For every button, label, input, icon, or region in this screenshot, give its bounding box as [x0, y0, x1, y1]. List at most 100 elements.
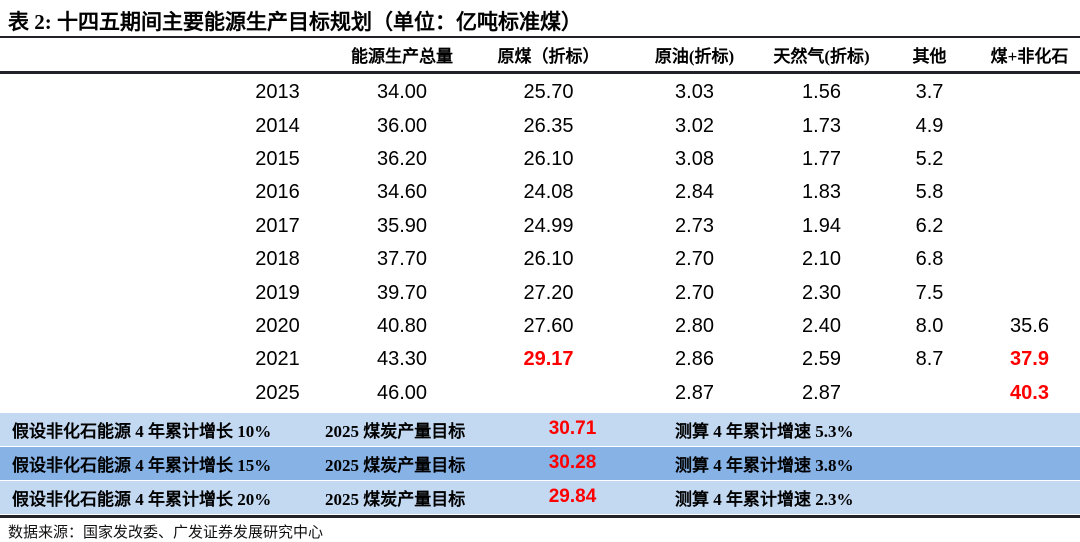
value-cell: 40.3 — [1010, 381, 1049, 404]
target-label: 2025 煤炭产量目标 — [325, 489, 466, 509]
value-cell: 37.9 — [1010, 348, 1049, 371]
value-cell: 39.70 — [376, 281, 428, 304]
value-cell: 2.73 — [675, 214, 714, 237]
value-cell: 2.40 — [802, 314, 841, 337]
year-cell: 2020 — [255, 314, 300, 337]
column-header-total-energy: 能源生产总量 — [351, 47, 453, 66]
value-cell: 35.90 — [376, 214, 428, 237]
year-cell: 2015 — [255, 147, 300, 170]
column-header-coal-plus-nonfossil: 煤+非化石 — [990, 47, 1069, 66]
value-cell: 43.30 — [376, 348, 428, 371]
value-cell: 2.10 — [802, 248, 841, 271]
table-title: 表 2: 十四五期间主要能源生产目标规划（单位：亿吨标准煤） — [8, 10, 582, 34]
value-cell: 27.60 — [523, 314, 574, 337]
scenario-row: 假设非化石能源 4 年累计增长 10% 2025 煤炭产量目标 30.71 测算 4 … — [0, 413, 1080, 446]
table-row: 2017 35.90 24.99 2.73 1.94 6.2 — [0, 210, 1080, 243]
divider-under-title — [0, 36, 1080, 38]
scenario-row: 假设非化石能源 4 年累计增长 15% 2025 煤炭产量目标 30.28 测算 4 … — [0, 447, 1080, 480]
value-cell: 26.10 — [523, 248, 574, 271]
coal-target-value: 30.71 — [548, 418, 597, 440]
column-header-raw-coal: 原煤（折标） — [497, 47, 600, 66]
value-cell: 36.20 — [376, 147, 428, 170]
value-cell: 25.70 — [523, 81, 574, 104]
column-header-natural-gas: 天然气(折标) — [773, 47, 870, 66]
year-cell: 2017 — [255, 214, 300, 237]
table-row: 2025 46.00 2.87 2.87 40.3 — [0, 377, 1080, 410]
value-cell: 2.80 — [675, 314, 714, 337]
value-cell: 1.83 — [802, 181, 841, 204]
table-row: 2015 36.20 26.10 3.08 1.77 5.2 — [0, 143, 1080, 176]
value-cell: 40.80 — [376, 314, 428, 337]
value-cell: 1.77 — [802, 147, 841, 170]
table-body: 2013 34.00 25.70 3.03 1.56 3.7 2014 36.00 26.35 3… — [0, 76, 1080, 410]
value-cell: 6.8 — [915, 248, 944, 271]
growth-rate-label: 测算 4 年累计增速 5.3% — [675, 421, 854, 441]
value-cell: 2.86 — [675, 348, 714, 371]
scenario-row: 假设非化石能源 4 年累计增长 20% 2025 煤炭产量目标 29.84 测算 4 … — [0, 481, 1080, 514]
year-cell: 2016 — [255, 181, 300, 204]
value-cell: 8.0 — [915, 314, 944, 337]
scenario-rows: 假设非化石能源 4 年累计增长 10% 2025 煤炭产量目标 30.71 测算 4 … — [0, 413, 1080, 515]
assumption-label: 假设非化石能源 4 年累计增长 20% — [12, 489, 272, 509]
year-cell: 2013 — [255, 81, 300, 104]
divider-under-header — [0, 71, 1080, 74]
value-cell: 2.30 — [802, 281, 841, 304]
value-cell: 36.00 — [376, 114, 428, 137]
year-cell: 2025 — [255, 381, 300, 404]
value-cell: 5.2 — [915, 147, 944, 170]
table-row: 2018 37.70 26.10 2.70 2.10 6.8 — [0, 243, 1080, 276]
table-row: 2014 36.00 26.35 3.02 1.73 4.9 — [0, 109, 1080, 142]
divider-bottom — [0, 515, 1080, 518]
year-cell: 2021 — [255, 348, 300, 371]
data-source: 数据来源：国家发改委、广发证券发展研究中心 — [8, 525, 324, 541]
value-cell: 26.35 — [523, 114, 574, 137]
value-cell: 5.8 — [915, 181, 944, 204]
value-cell: 35.6 — [1010, 314, 1049, 337]
value-cell: 3.08 — [675, 147, 714, 170]
value-cell: 8.7 — [915, 348, 944, 371]
table-row: 2019 39.70 27.20 2.70 2.30 7.5 — [0, 276, 1080, 309]
value-cell: 2.59 — [802, 348, 841, 371]
value-cell: 24.99 — [523, 214, 574, 237]
value-cell: 27.20 — [523, 281, 574, 304]
value-cell: 4.9 — [915, 114, 944, 137]
year-cell: 2019 — [255, 281, 300, 304]
value-cell: 3.7 — [915, 81, 944, 104]
coal-target-value: 29.84 — [548, 486, 597, 508]
assumption-label: 假设非化石能源 4 年累计增长 15% — [12, 455, 272, 475]
value-cell: 3.02 — [675, 114, 714, 137]
column-header-other: 其他 — [912, 47, 947, 66]
value-cell: 1.94 — [802, 214, 841, 237]
year-cell: 2018 — [255, 248, 300, 271]
value-cell: 37.70 — [376, 248, 428, 271]
assumption-label: 假设非化石能源 4 年累计增长 10% — [12, 421, 272, 441]
table-row: 2013 34.00 25.70 3.03 1.56 3.7 — [0, 76, 1080, 109]
value-cell: 7.5 — [915, 281, 944, 304]
value-cell: 2.87 — [802, 381, 841, 404]
coal-target-value: 30.28 — [548, 452, 597, 474]
table-row: 2021 43.30 29.17 2.86 2.59 8.7 37.9 — [0, 343, 1080, 376]
value-cell: 29.17 — [523, 348, 574, 371]
value-cell: 1.56 — [802, 81, 841, 104]
value-cell: 3.03 — [675, 81, 714, 104]
column-header-crude-oil: 原油(折标) — [654, 47, 735, 66]
value-cell: 2.87 — [675, 381, 714, 404]
year-cell: 2014 — [255, 114, 300, 137]
target-label: 2025 煤炭产量目标 — [325, 455, 466, 475]
value-cell: 6.2 — [915, 214, 944, 237]
target-label: 2025 煤炭产量目标 — [325, 421, 466, 441]
growth-rate-label: 测算 4 年累计增速 3.8% — [675, 455, 854, 475]
value-cell: 34.60 — [376, 181, 428, 204]
growth-rate-label: 测算 4 年累计增速 2.3% — [675, 489, 854, 509]
value-cell: 46.00 — [376, 381, 428, 404]
value-cell: 1.73 — [802, 114, 841, 137]
value-cell: 34.00 — [376, 81, 428, 104]
value-cell: 2.70 — [675, 281, 714, 304]
table-row: 2020 40.80 27.60 2.80 2.40 8.0 35.6 — [0, 310, 1080, 343]
value-cell: 26.10 — [523, 147, 574, 170]
table-row: 2016 34.60 24.08 2.84 1.83 5.8 — [0, 176, 1080, 209]
value-cell: 24.08 — [523, 181, 574, 204]
table-header-row: 能源生产总量 原煤（折标） 原油(折标) 天然气(折标) 其他 煤+非化石 — [0, 40, 1080, 69]
value-cell: 2.84 — [675, 181, 714, 204]
